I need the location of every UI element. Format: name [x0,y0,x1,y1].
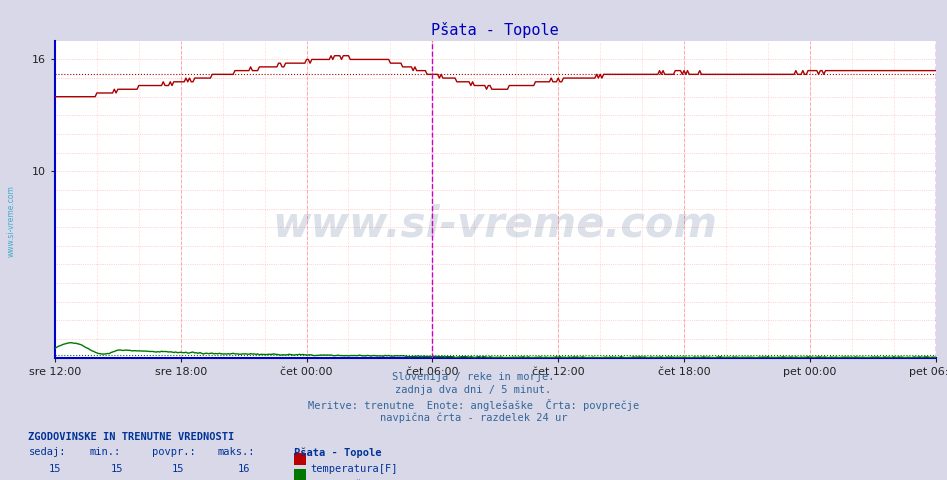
Text: min.:: min.: [90,447,121,457]
Text: navpična črta - razdelek 24 ur: navpična črta - razdelek 24 ur [380,412,567,423]
Text: sedaj:: sedaj: [28,447,66,457]
Text: www.si-vreme.com: www.si-vreme.com [273,204,718,246]
Text: zadnja dva dni / 5 minut.: zadnja dva dni / 5 minut. [396,385,551,396]
Text: 16: 16 [238,464,251,474]
Text: Meritve: trenutne  Enote: anglešaške  Črta: povprečje: Meritve: trenutne Enote: anglešaške Črta… [308,399,639,411]
Text: maks.:: maks.: [218,447,256,457]
Text: 15: 15 [171,464,185,474]
Text: povpr.:: povpr.: [152,447,195,457]
Text: ZGODOVINSKE IN TRENUTNE VREDNOSTI: ZGODOVINSKE IN TRENUTNE VREDNOSTI [28,432,235,442]
Text: www.si-vreme.com: www.si-vreme.com [7,185,16,257]
Title: Pšata - Topole: Pšata - Topole [432,22,559,38]
Text: temperatura[F]: temperatura[F] [311,464,398,474]
Text: 15: 15 [48,464,62,474]
Text: Pšata - Topole: Pšata - Topole [294,447,381,458]
Text: 15: 15 [110,464,123,474]
Text: Slovenija / reke in morje.: Slovenija / reke in morje. [392,372,555,382]
